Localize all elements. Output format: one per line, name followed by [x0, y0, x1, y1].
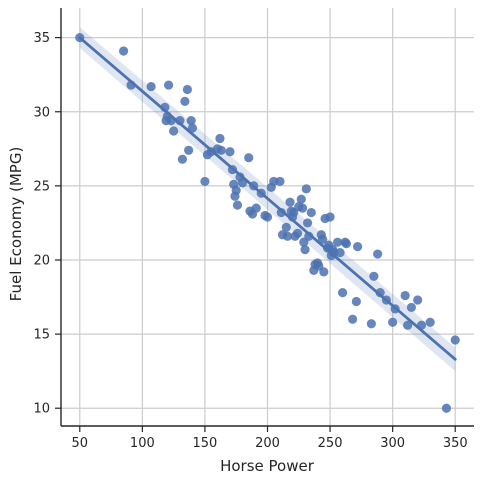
regression-line-layer: [78, 36, 457, 361]
data-point: [225, 147, 235, 157]
x-tick-label: 300: [380, 436, 405, 451]
data-point: [375, 287, 385, 298]
data-point: [425, 317, 435, 327]
data-point: [341, 239, 351, 249]
data-point: [317, 234, 328, 244]
data-point: [369, 271, 379, 281]
data-point: [281, 222, 291, 232]
data-point: [285, 197, 295, 207]
y-axis-title: Fuel Economy (MPG): [7, 147, 25, 302]
data-point: [276, 207, 286, 218]
data-point: [351, 296, 361, 307]
data-point: [215, 133, 225, 144]
data-point: [292, 228, 303, 238]
data-point: [306, 207, 316, 218]
data-point: [232, 200, 243, 210]
data-point: [302, 218, 313, 228]
x-tick-label: 100: [130, 436, 155, 451]
data-point: [388, 317, 398, 327]
data-point: [441, 403, 452, 413]
data-point: [373, 249, 383, 259]
data-point: [301, 184, 311, 194]
data-point: [169, 126, 179, 136]
data-point: [304, 231, 314, 241]
data-point: [164, 80, 174, 90]
data-point: [180, 96, 190, 106]
data-point: [403, 320, 413, 330]
data-point: [366, 319, 376, 329]
x-tick-label: 200: [255, 436, 280, 451]
data-point: [353, 242, 363, 252]
data-point: [275, 176, 285, 187]
data-point: [231, 185, 241, 195]
data-point: [200, 176, 210, 187]
data-point: [300, 245, 310, 255]
x-tick-label: 50: [71, 436, 88, 451]
data-point: [325, 212, 335, 222]
data-point: [186, 116, 196, 126]
data-point: [118, 46, 129, 56]
data-point: [182, 84, 193, 95]
data-point: [297, 203, 308, 213]
data-point: [406, 302, 417, 313]
data-point: [337, 287, 348, 298]
data-point: [296, 194, 306, 204]
data-point: [216, 145, 226, 155]
x-tick-label: 250: [318, 436, 343, 451]
data-point: [400, 290, 410, 301]
y-tick-label: 30: [33, 105, 50, 120]
y-tick-label: 20: [33, 253, 50, 268]
data-point: [332, 237, 343, 247]
data-point: [348, 314, 358, 324]
data-point: [262, 212, 273, 222]
data-point: [251, 203, 261, 213]
y-tick-label: 10: [33, 402, 50, 417]
tick-labels: 50 100 150 200 250 300 350 10 15 20 25 30 35: [33, 31, 467, 451]
y-tick-label: 15: [33, 328, 50, 343]
data-point: [146, 81, 156, 92]
data-point: [177, 154, 187, 164]
x-tick-label: 350: [443, 436, 468, 451]
data-point: [282, 231, 293, 241]
data-point: [184, 145, 194, 155]
y-tick-label: 35: [33, 31, 50, 46]
data-point: [413, 295, 423, 305]
data-point: [319, 267, 329, 277]
y-tick-label: 25: [33, 179, 50, 194]
x-axis-title: Horse Power: [220, 457, 315, 475]
regression-line: [78, 36, 457, 361]
x-tick-label: 150: [193, 436, 218, 451]
data-point: [450, 335, 460, 345]
data-point: [244, 153, 254, 163]
data-point: [335, 247, 345, 258]
